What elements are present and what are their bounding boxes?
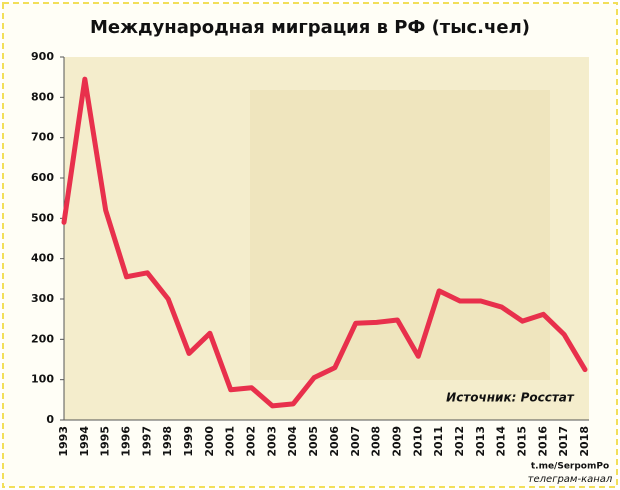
y-tick-label: 100: [31, 373, 54, 386]
line: [61, 76, 588, 409]
x-tick-label: 2015: [515, 426, 528, 457]
y-tick-label: 500: [31, 211, 54, 224]
x-tick-label: 2004: [286, 426, 299, 457]
y-tick-label: 700: [31, 131, 54, 144]
x-tick-label: 1998: [161, 426, 174, 457]
watermark: телеграм-канал: [528, 474, 613, 485]
y-tick-label: 400: [31, 252, 54, 265]
watermark: t.me/SerpomPo: [531, 462, 609, 472]
x-tick-label: 2018: [578, 426, 591, 457]
x-tick-label: 1996: [120, 426, 133, 457]
y-tick-label: 0: [46, 413, 54, 426]
x-tick-label: 2002: [245, 426, 258, 457]
x-tick-label: 2009: [390, 426, 403, 457]
x-tick-label: 2001: [224, 426, 237, 457]
x-tick-label: 2010: [411, 426, 424, 457]
x-tick-label: 2008: [370, 426, 383, 457]
x-tick-label: 2003: [265, 426, 278, 457]
x-tick-label: 2013: [474, 426, 487, 457]
x-tick-label: 1997: [140, 426, 153, 457]
x-tick-label: 1993: [57, 426, 70, 457]
x-tick-label: 1995: [99, 426, 112, 457]
x-tick-label: 2011: [432, 426, 445, 457]
y-tick-label: 300: [31, 292, 54, 305]
x-tick-label: 1999: [182, 426, 195, 457]
x-tick-label: 2016: [536, 426, 549, 457]
x-tick-label: 2007: [349, 426, 362, 457]
photo-shade: [250, 90, 550, 380]
y-tick-label: 600: [31, 171, 54, 184]
y-tick-label: 900: [31, 50, 54, 63]
y-tick-label: 800: [31, 90, 54, 103]
x-tick-label: 2006: [328, 426, 341, 457]
chart-title: Международная миграция в РФ (тыс.чел): [90, 17, 530, 38]
x-tick-label: 2012: [453, 426, 466, 457]
y-tick-label: 200: [31, 332, 54, 345]
annotation: Источник: Росстат: [446, 391, 575, 405]
x-tick-label: 2017: [557, 426, 570, 457]
x-tick-label: 2005: [307, 426, 320, 457]
x-tick-label: 1994: [78, 426, 91, 457]
x-tick-label: 2000: [203, 426, 216, 457]
x-tick-label: 2014: [495, 426, 508, 457]
